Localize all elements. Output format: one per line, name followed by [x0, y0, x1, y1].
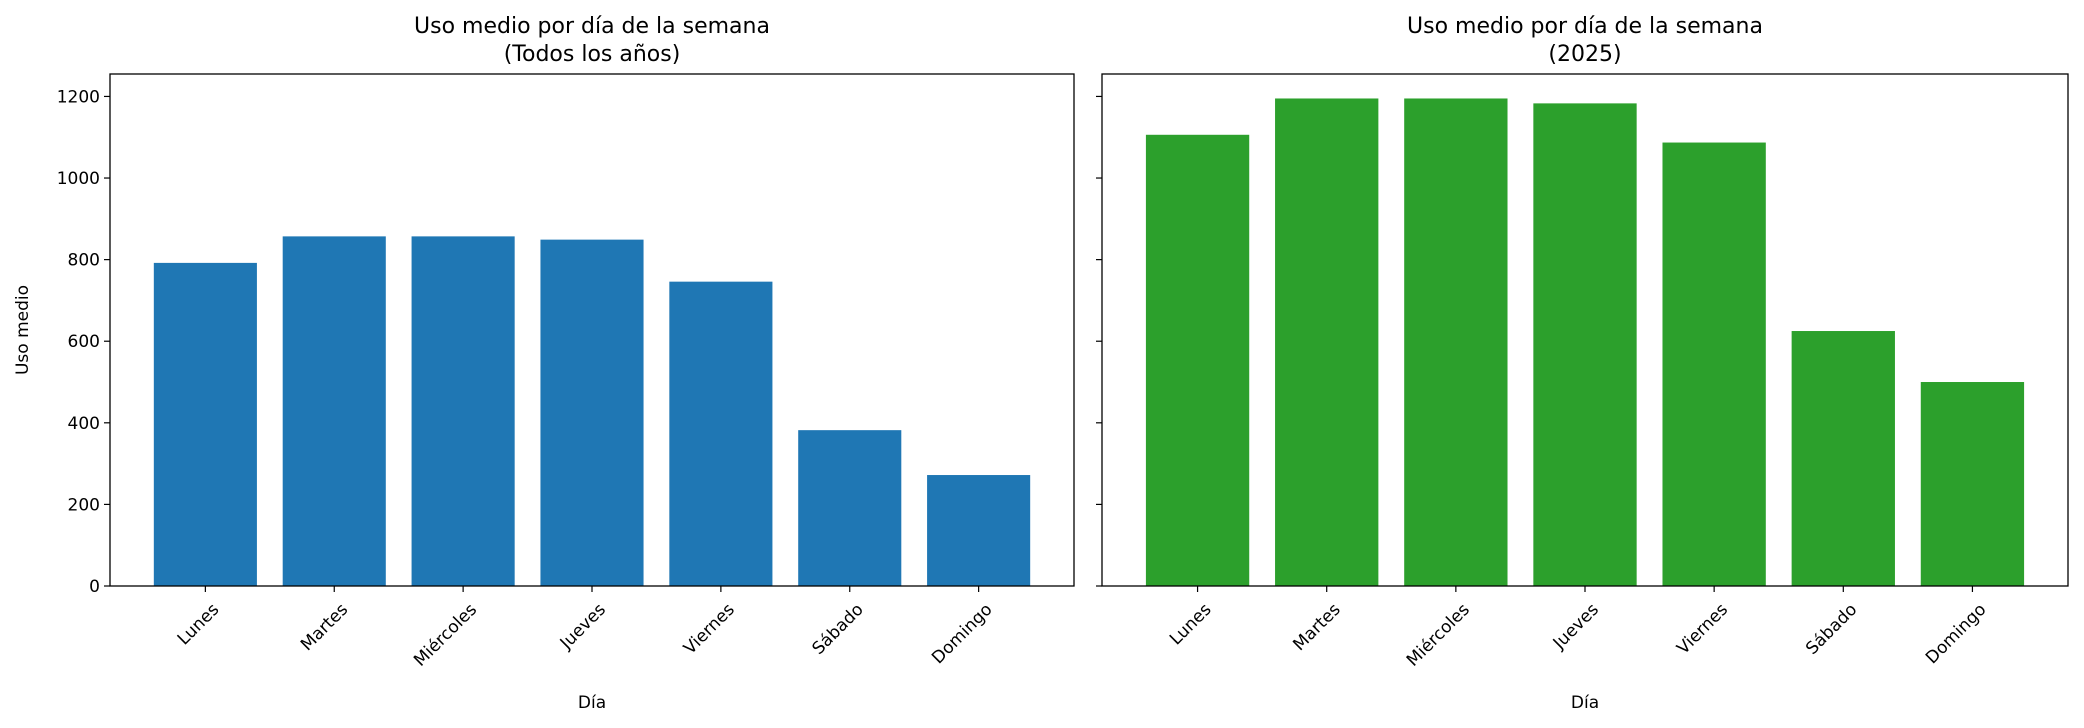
chart-title: Uso medio por día de la semana [1407, 14, 1763, 39]
bar [1920, 382, 2025, 586]
bar [1275, 98, 1379, 586]
y-tick-label: 1200 [57, 87, 100, 107]
bar [1791, 331, 1895, 586]
bar [798, 430, 902, 586]
bar [1145, 134, 1250, 587]
x-tick-label: Domingo [1922, 600, 1990, 668]
x-tick-label: Lunes [174, 600, 224, 650]
x-axis-label: Día [1571, 693, 1599, 713]
x-tick-label: Lunes [1166, 600, 1216, 650]
bar [1404, 98, 1508, 586]
x-tick-label: Viernes [1673, 600, 1732, 659]
x-tick-label: Sábado [1802, 600, 1861, 659]
bar [1662, 142, 1766, 587]
y-tick-label: 1000 [57, 169, 100, 189]
bar [153, 262, 257, 586]
y-tick-label: 0 [89, 577, 100, 597]
bar [669, 281, 773, 586]
x-tick-label: Martes [1289, 600, 1344, 655]
bar [540, 239, 644, 586]
bar [927, 475, 1031, 586]
chart-title: Uso medio por día de la semana [414, 14, 770, 39]
x-axis-label: Día [578, 693, 606, 713]
x-tick-label: Miércoles [410, 600, 481, 671]
x-tick-label: Jueves [1549, 600, 1603, 654]
y-tick-label: 200 [68, 495, 100, 515]
x-tick-label: Jueves [556, 600, 610, 654]
chart-subtitle: (Todos los años) [504, 42, 681, 67]
y-tick-label: 400 [68, 414, 100, 434]
x-tick-label: Viernes [680, 600, 739, 659]
y-tick-label: 800 [68, 251, 100, 271]
axes-frame [1101, 73, 2069, 587]
x-tick-label: Miércoles [1403, 600, 1474, 671]
x-tick-label: Sábado [809, 600, 868, 659]
bar [1533, 103, 1637, 586]
y-axis-label: Uso medio [13, 285, 33, 375]
x-tick-label: Martes [297, 600, 352, 655]
chart-subtitle: (2025) [1548, 42, 1621, 67]
x-tick-label: Domingo [928, 600, 996, 668]
bar [411, 236, 515, 586]
axes-frame [109, 73, 1075, 587]
bar [282, 236, 386, 586]
y-tick-label: 600 [68, 332, 100, 352]
